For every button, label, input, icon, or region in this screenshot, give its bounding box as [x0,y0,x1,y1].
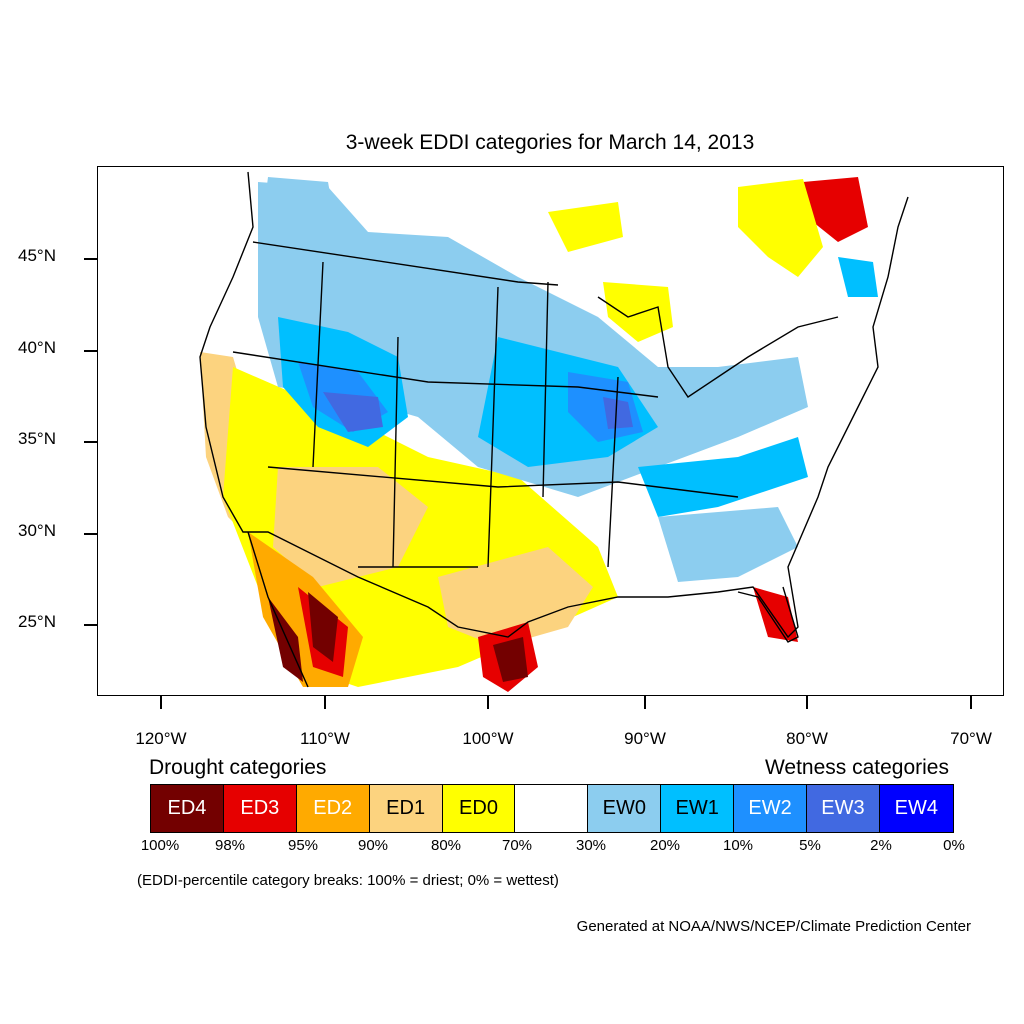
break-label: 5% [799,837,821,854]
lon-label-70w: 70°W [950,729,992,748]
ew3-colorado [323,392,383,432]
ew3-iowa [603,397,633,429]
drought-shading [200,177,868,692]
ed4-mexico [308,592,338,662]
lon-label-110w: 110°W [300,729,350,748]
eddi-map [158,171,909,695]
legend-ew1: EW1 [661,785,735,832]
break-label: 98% [214,837,246,854]
tick-40n [84,350,97,352]
legend-ed2: ED2 [296,785,370,832]
florida-outline [737,586,799,643]
us-canada-border [252,241,559,286]
legend-ed4: ED4 [151,785,224,832]
break-label: 90% [357,837,389,854]
ed0-ontario [548,202,623,252]
drought-heading: Drought categories [149,756,327,779]
legend-ed0: ED0 [442,785,516,832]
tick-35n [84,441,97,443]
map-panel [97,166,1004,696]
tick-70w [970,696,972,709]
legend-ew3: EW3 [807,785,880,832]
credit-line: Generated at NOAA/NWS/NCEP/Climate Predi… [576,918,971,935]
state-lines-lat [232,351,739,568]
break-label: 30% [575,837,607,854]
break-label: 10% [722,837,754,854]
tick-100w [487,696,489,709]
break-label: 80% [430,837,462,854]
lon-label-100w: 100°W [462,729,514,748]
category-colorbar: ED4 ED3 ED2 ED1 ED0 EW0 EW1 EW2 EW3 EW4 [150,784,954,833]
ed1-southwest [273,467,428,587]
legend-neutral [515,785,589,832]
lat-label-45n: 45°N [18,246,56,265]
lat-label-40n: 40°N [18,338,56,357]
ew1-southeast [638,437,808,517]
ew0-washington [263,177,338,247]
break-label: 95% [287,837,319,854]
tick-90w [644,696,646,709]
lat-label-30n: 30°N [18,521,56,540]
lat-label-25n: 25°N [18,612,56,631]
ed3-quebec [803,177,868,242]
ed0-quebec [738,179,823,277]
legend-ew4: EW4 [879,785,953,832]
wetness-shading [258,177,878,582]
break-label: 70% [501,837,533,854]
break-label: 20% [649,837,681,854]
lat-label-35n: 35°N [18,429,56,448]
ed1-texas [438,547,593,647]
tick-80w [806,696,808,709]
legend-ew2: EW2 [734,785,808,832]
category-footnote: (EDDI-percentile category breaks: 100% =… [137,872,559,889]
tick-30n [84,533,97,535]
boundaries [199,171,909,688]
legend-ed1: ED1 [369,785,443,832]
legend-ed3: ED3 [223,785,297,832]
great-lakes [597,296,839,398]
break-label: 100% [140,837,180,854]
ed4-rio-grande [493,637,528,682]
lon-label-80w: 80°W [786,729,828,748]
ew0-northern-plains [258,182,808,497]
tick-45n [84,258,97,260]
tick-25n [84,624,97,626]
lon-label-90w: 90°W [624,729,666,748]
tick-120w [160,696,162,709]
lon-label-120w: 120°W [135,729,187,748]
ed0-michigan [603,282,673,342]
legend-ew0: EW0 [588,785,662,832]
ew1-new-england [838,257,878,297]
ew0-southeast [658,507,798,582]
break-label: 2% [870,837,892,854]
wetness-heading: Wetness categories [764,756,949,779]
chart-title: 3-week EDDI categories for March 14, 201… [345,131,755,154]
baja-outline [247,531,309,688]
break-label: 0% [943,837,965,854]
tick-110w [324,696,326,709]
state-lines-lon [312,261,619,568]
conus-outline [199,171,909,639]
